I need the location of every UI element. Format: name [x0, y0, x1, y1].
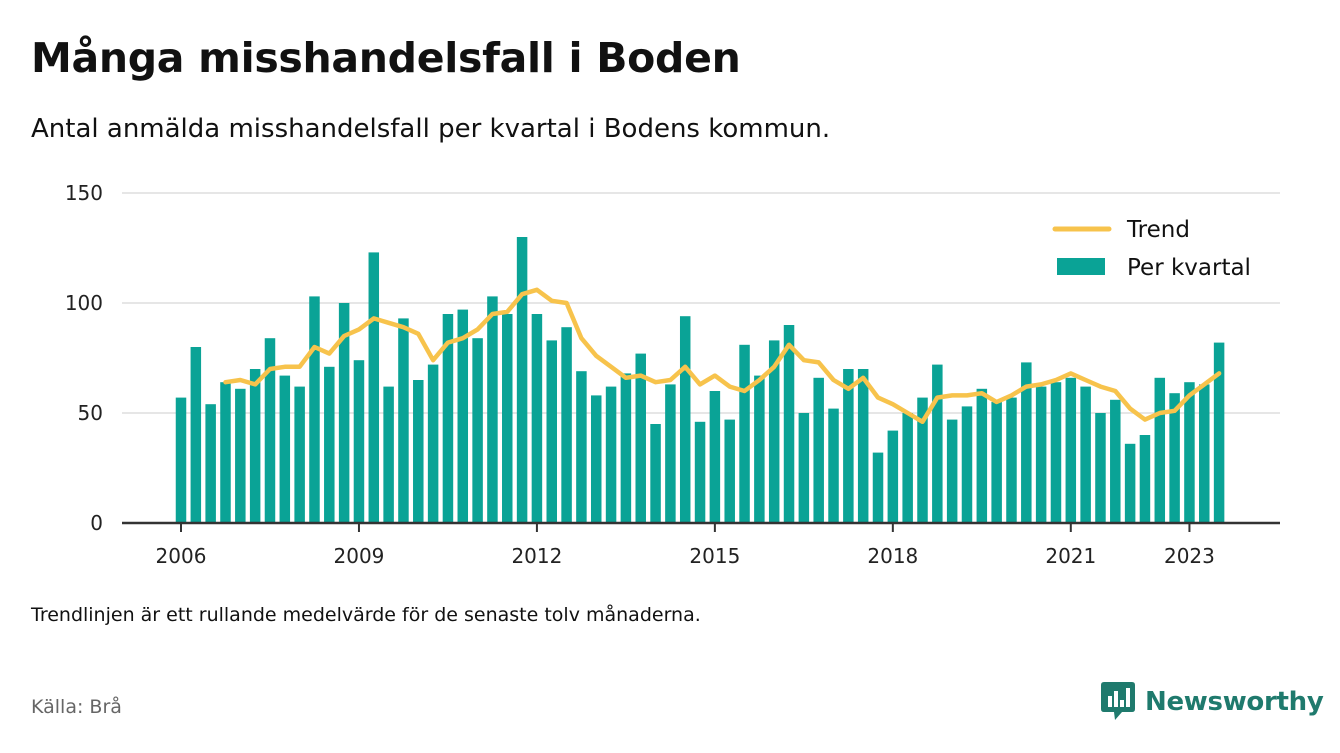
bar	[1080, 386, 1091, 523]
bar	[235, 388, 246, 523]
newsworthy-logo-icon	[1101, 682, 1135, 720]
x-tick-label: 2018	[867, 544, 918, 568]
chart-area: 0 50 100 150 2006 2009 2012 2015 2018 2021 2023 T…	[65, 181, 1280, 568]
bar	[398, 318, 409, 523]
bar	[279, 375, 291, 523]
bar	[709, 391, 721, 523]
bar	[1139, 435, 1151, 523]
bar	[220, 382, 231, 523]
bar	[294, 386, 305, 523]
bar	[175, 397, 187, 523]
bar	[427, 364, 439, 523]
bar	[679, 316, 691, 523]
bar	[694, 421, 706, 523]
bar	[413, 380, 424, 523]
bar	[887, 430, 899, 523]
bar	[190, 347, 202, 523]
chart-subtitle: Antal anmälda misshandelsfall per kvarta…	[31, 114, 831, 144]
bar	[724, 419, 735, 523]
bar	[324, 366, 335, 523]
newsworthy-logo: Newsworthy	[1101, 682, 1324, 722]
bar	[961, 406, 973, 523]
source-note: Källa: Brå	[31, 696, 122, 718]
legend-bars-label: Per kvartal	[1127, 255, 1251, 281]
x-tick-label: 2006	[156, 544, 207, 568]
bar	[531, 314, 543, 523]
bar	[1169, 393, 1180, 523]
bar	[1021, 362, 1032, 523]
brand-name: Newsworthy	[1145, 687, 1324, 717]
bar	[205, 404, 216, 523]
bar	[872, 452, 884, 523]
bar	[442, 314, 454, 523]
x-tick-label: 2021	[1045, 544, 1096, 568]
grid-lines	[122, 192, 1280, 414]
y-tick-label: 50	[78, 401, 103, 425]
legend: Trend Per kvartal	[1052, 217, 1251, 281]
y-tick-label: 150	[65, 181, 103, 205]
bar	[487, 296, 498, 523]
bar	[902, 413, 913, 523]
bar	[976, 388, 988, 523]
x-tick-label: 2023	[1164, 544, 1215, 568]
bar	[502, 314, 513, 523]
bar	[1154, 377, 1166, 523]
legend-trend-label: Trend	[1126, 217, 1190, 243]
bar	[1095, 413, 1106, 523]
bar	[472, 338, 483, 523]
bar	[457, 309, 469, 523]
bar	[546, 340, 557, 523]
bar	[605, 386, 617, 523]
bar	[338, 303, 350, 523]
bar	[828, 408, 839, 523]
bar	[991, 402, 1002, 523]
bar	[857, 369, 869, 523]
footnote: Trendlinjen är ett rullande medelvärde f…	[31, 604, 701, 626]
y-axis-ticks: 0 50 100 150	[65, 181, 103, 535]
bar	[1065, 377, 1077, 523]
bar	[665, 384, 676, 523]
bar	[813, 377, 824, 523]
bar	[798, 413, 810, 523]
x-tick-label: 2009	[334, 544, 385, 568]
bar	[1124, 443, 1136, 523]
trend-line	[223, 287, 1222, 425]
bar	[264, 338, 276, 523]
x-tick-label: 2015	[689, 544, 740, 568]
bar	[917, 397, 928, 523]
bar	[739, 344, 750, 523]
chart-title: Många misshandelsfall i Boden	[31, 34, 741, 82]
bar	[590, 395, 602, 523]
bar	[1006, 397, 1017, 523]
bar	[1050, 382, 1062, 523]
bar	[309, 296, 320, 523]
y-tick-label: 0	[90, 511, 103, 535]
bar	[946, 419, 958, 523]
bar	[783, 325, 795, 523]
bar	[1110, 399, 1121, 523]
x-tick-label: 2012	[511, 544, 562, 568]
x-axis-ticks: 2006 2009 2012 2015 2018 2021 2023	[156, 523, 1215, 568]
bar	[768, 340, 780, 523]
bar	[1199, 384, 1210, 523]
bar	[635, 353, 646, 523]
bar	[754, 375, 765, 523]
bar	[620, 373, 632, 523]
bar-series	[175, 237, 1225, 523]
bar	[516, 237, 528, 523]
bar	[932, 364, 943, 523]
bar	[383, 386, 394, 523]
bar	[650, 424, 661, 523]
bar	[249, 369, 261, 523]
bar	[576, 371, 587, 523]
bar	[1035, 386, 1047, 523]
bar	[561, 327, 572, 523]
y-tick-label: 100	[65, 291, 103, 315]
bar	[368, 252, 380, 523]
bar	[1184, 382, 1195, 523]
legend-bars-swatch	[1057, 258, 1105, 275]
bar	[1213, 342, 1225, 523]
bar	[843, 369, 854, 523]
bar	[353, 360, 365, 523]
